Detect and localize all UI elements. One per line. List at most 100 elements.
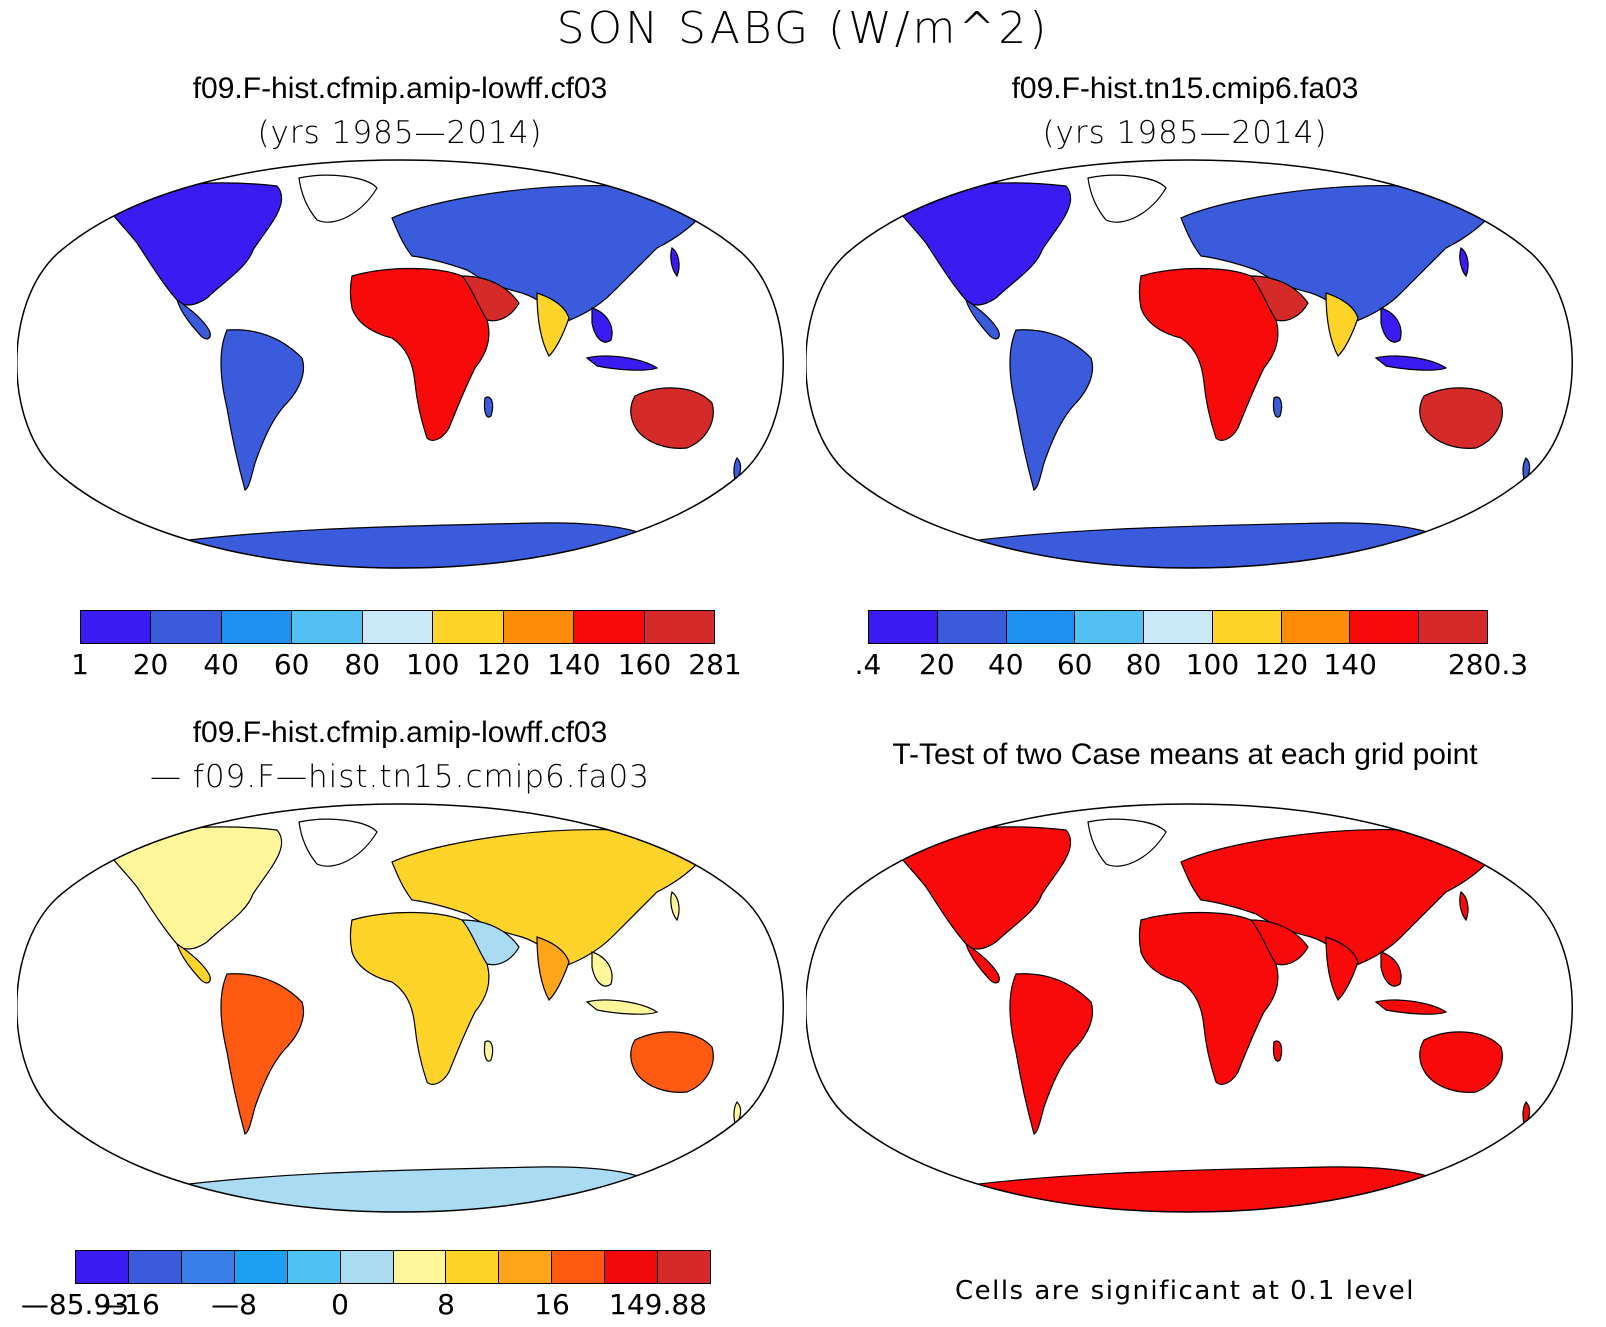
colorbar-tick-label: 281 (688, 648, 742, 681)
landmass-seasia (1380, 951, 1402, 987)
colorbar-tick-label: 20 (132, 648, 169, 681)
colorbar-swatch (340, 1251, 394, 1283)
landmass-namerica (893, 182, 1072, 306)
map-projection-outline (17, 159, 784, 569)
map-projection-outline (17, 803, 784, 1213)
colorbar-tick-label: 160 (617, 648, 672, 681)
landmass-antarctica (930, 1166, 1448, 1212)
map-plot-abs (806, 159, 1573, 569)
panel-4-map (806, 802, 1573, 1214)
landmass-antarctica (930, 522, 1448, 568)
landmass-camerica (964, 298, 1000, 340)
colorbar-swatch (393, 1251, 447, 1283)
colorbar-swatch (76, 1251, 129, 1283)
landmass-madagascar (1272, 1040, 1283, 1062)
map-plot-ttest (806, 803, 1573, 1213)
colorbar-tick-label: 149.88 (609, 1288, 707, 1321)
colorbar-tick-label: —16 (96, 1288, 160, 1321)
colorbar-swatch (221, 611, 293, 643)
panel-1-colorbar-ticks: 1 20 40 60 80 100 120 140 160 281 (71, 648, 742, 682)
landmass-camerica (175, 942, 211, 984)
landmass-japan (670, 891, 680, 922)
colorbar-tick-label: 40 (987, 648, 1024, 681)
landmass-africa (349, 911, 490, 1085)
colorbar-swatch (1075, 611, 1145, 643)
landmass-greenland (1087, 818, 1167, 867)
panel-3-title: f09.F-hist.cfmip.amip-lowff.cf03 (192, 716, 608, 749)
colorbar-swatch (433, 611, 504, 643)
colorbar-tick-label: 8 (437, 1288, 455, 1321)
colorbar-tick-label: 120 (1254, 648, 1309, 681)
panel-4-footnote: Cells are significant at 0.1 level (954, 1276, 1416, 1306)
panel-3-colorbar-ticks: —85.93 —16 —8 0 8 16 149.88 (21, 1288, 711, 1322)
landmass-namerica (893, 826, 1072, 950)
colorbar-tick-label: —8 (211, 1288, 257, 1321)
panel-4-title: T-Test of two Case means at each grid po… (892, 738, 1478, 771)
colorbar-swatch (1144, 611, 1213, 643)
colorbar-tick-label: 100 (406, 648, 460, 681)
landmass-madagascar (483, 1040, 494, 1062)
colorbar-tick-label: 20 (919, 648, 955, 681)
panel-3-map (17, 802, 784, 1214)
panel-2-colorbar (868, 610, 1488, 644)
colorbar-tick-label: —85.93 (20, 1288, 130, 1321)
colorbar-tick-label: 16 (534, 1288, 570, 1321)
figure-title: SON SABG (W/m^2) (556, 3, 1050, 54)
landmass-seasia (591, 307, 613, 343)
landmass-africa (1138, 267, 1279, 441)
landmass-japan (670, 247, 680, 278)
landmass-camerica (964, 942, 1000, 984)
landmass-australia (630, 387, 714, 449)
landmass-namerica (104, 826, 283, 950)
landmass-seasia (1380, 307, 1402, 343)
colorbar-swatch (81, 611, 152, 643)
landmass-australia (630, 1031, 714, 1093)
landmass-samerica (220, 329, 305, 491)
landmass-samerica (220, 973, 305, 1135)
landmass-india (1325, 936, 1359, 1001)
colorbar-swatch (1006, 611, 1076, 643)
colorbar-swatch (1212, 611, 1282, 643)
colorbar-swatch (1419, 611, 1488, 643)
landmass-africa (349, 267, 490, 441)
landmass-madagascar (483, 396, 494, 418)
landmass-greenland (298, 818, 378, 867)
colorbar-tick-label: 280.3 (1447, 648, 1529, 681)
landmass-indonesia (585, 999, 659, 1015)
colorbar-swatch (869, 611, 938, 643)
colorbar-swatch (1350, 611, 1420, 643)
panel-2-map (806, 158, 1573, 570)
map-plot-diff (17, 803, 784, 1213)
landmass-indonesia (1374, 999, 1448, 1015)
panel-2-subtitle: (yrs 1985—2014) (1042, 115, 1328, 151)
colorbar-swatch (181, 1251, 235, 1283)
landmass-india (1325, 292, 1359, 357)
landmass-antarctica (141, 522, 659, 568)
panel-1-subtitle: (yrs 1985—2014) (257, 115, 543, 151)
panel-1-map (17, 158, 784, 570)
map-plot-abs (17, 159, 784, 569)
colorbar-swatch (151, 611, 222, 643)
colorbar-swatch (503, 611, 575, 643)
colorbar-swatch (499, 1251, 553, 1283)
colorbar-swatch (574, 611, 645, 643)
landmass-australia (1419, 387, 1503, 449)
colorbar-swatch (446, 1251, 500, 1283)
colorbar-tick-label: 60 (273, 648, 310, 681)
panel-1-colorbar (80, 610, 715, 644)
colorbar-tick-label: 80 (344, 648, 381, 681)
colorbar-tick-label: 0 (331, 1288, 349, 1321)
colorbar-tick-label: 1 (71, 648, 89, 681)
landmass-camerica (175, 298, 211, 340)
map-projection-outline (806, 159, 1573, 569)
landmass-madagascar (1272, 396, 1283, 418)
colorbar-tick-label: 40 (203, 648, 239, 681)
landmass-india (536, 292, 570, 357)
colorbar-swatch (552, 1251, 606, 1283)
panel-3-subtitle: — f09.F—hist.tn15.cmip6.fa03 (150, 759, 650, 795)
landmass-africa (1138, 911, 1279, 1085)
landmass-indonesia (585, 355, 659, 371)
panel-1-title: f09.F-hist.cfmip.amip-lowff.cf03 (192, 72, 608, 105)
landmass-greenland (1087, 174, 1167, 223)
colorbar-swatch (292, 611, 363, 643)
